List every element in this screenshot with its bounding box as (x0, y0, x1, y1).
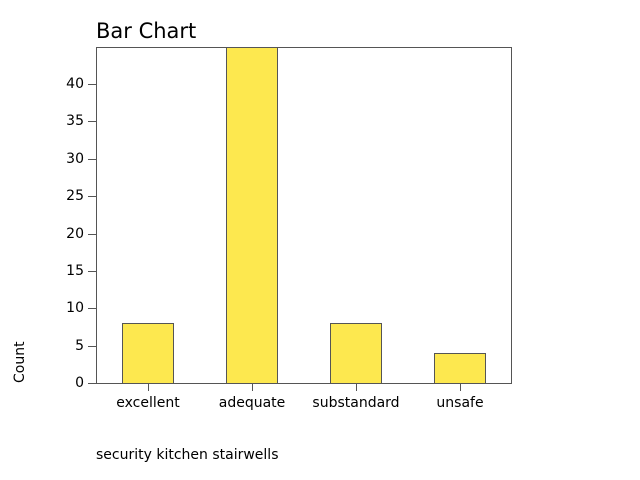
y-tick-label: 30 (66, 151, 84, 167)
y-tick-label: 0 (75, 375, 84, 391)
bar-unsafe (434, 353, 486, 384)
x-tick-label: adequate (218, 395, 286, 411)
bar-substandard (330, 323, 382, 384)
x-tick-label: unsafe (436, 395, 484, 411)
x-tick (252, 384, 253, 391)
x-tick-label: substandard (312, 395, 400, 411)
y-tick-label: 35 (66, 113, 84, 129)
y-tick (88, 271, 96, 272)
y-tick (88, 308, 96, 309)
y-tick (88, 234, 96, 235)
bar-excellent (122, 323, 174, 384)
y-tick (88, 84, 96, 85)
x-axis-label: security kitchen stairwells (96, 447, 279, 463)
y-tick-label: 15 (66, 263, 84, 279)
y-tick (88, 121, 96, 122)
y-tick-label: 5 (75, 338, 84, 354)
chart-title: Bar Chart (96, 19, 197, 43)
x-tick (460, 384, 461, 391)
bar-adequate (226, 47, 278, 384)
y-tick-label: 10 (66, 300, 84, 316)
y-tick-label: 25 (66, 188, 84, 204)
y-tick (88, 346, 96, 347)
x-tick-label: excellent (116, 395, 180, 411)
plot-area (96, 47, 512, 384)
y-tick-label: 40 (66, 76, 84, 92)
x-tick (356, 384, 357, 391)
x-tick (148, 384, 149, 391)
y-tick (88, 196, 96, 197)
y-tick (88, 159, 96, 160)
y-tick (88, 383, 96, 384)
y-tick-label: 20 (66, 226, 84, 242)
y-axis-label: Count (12, 341, 28, 383)
